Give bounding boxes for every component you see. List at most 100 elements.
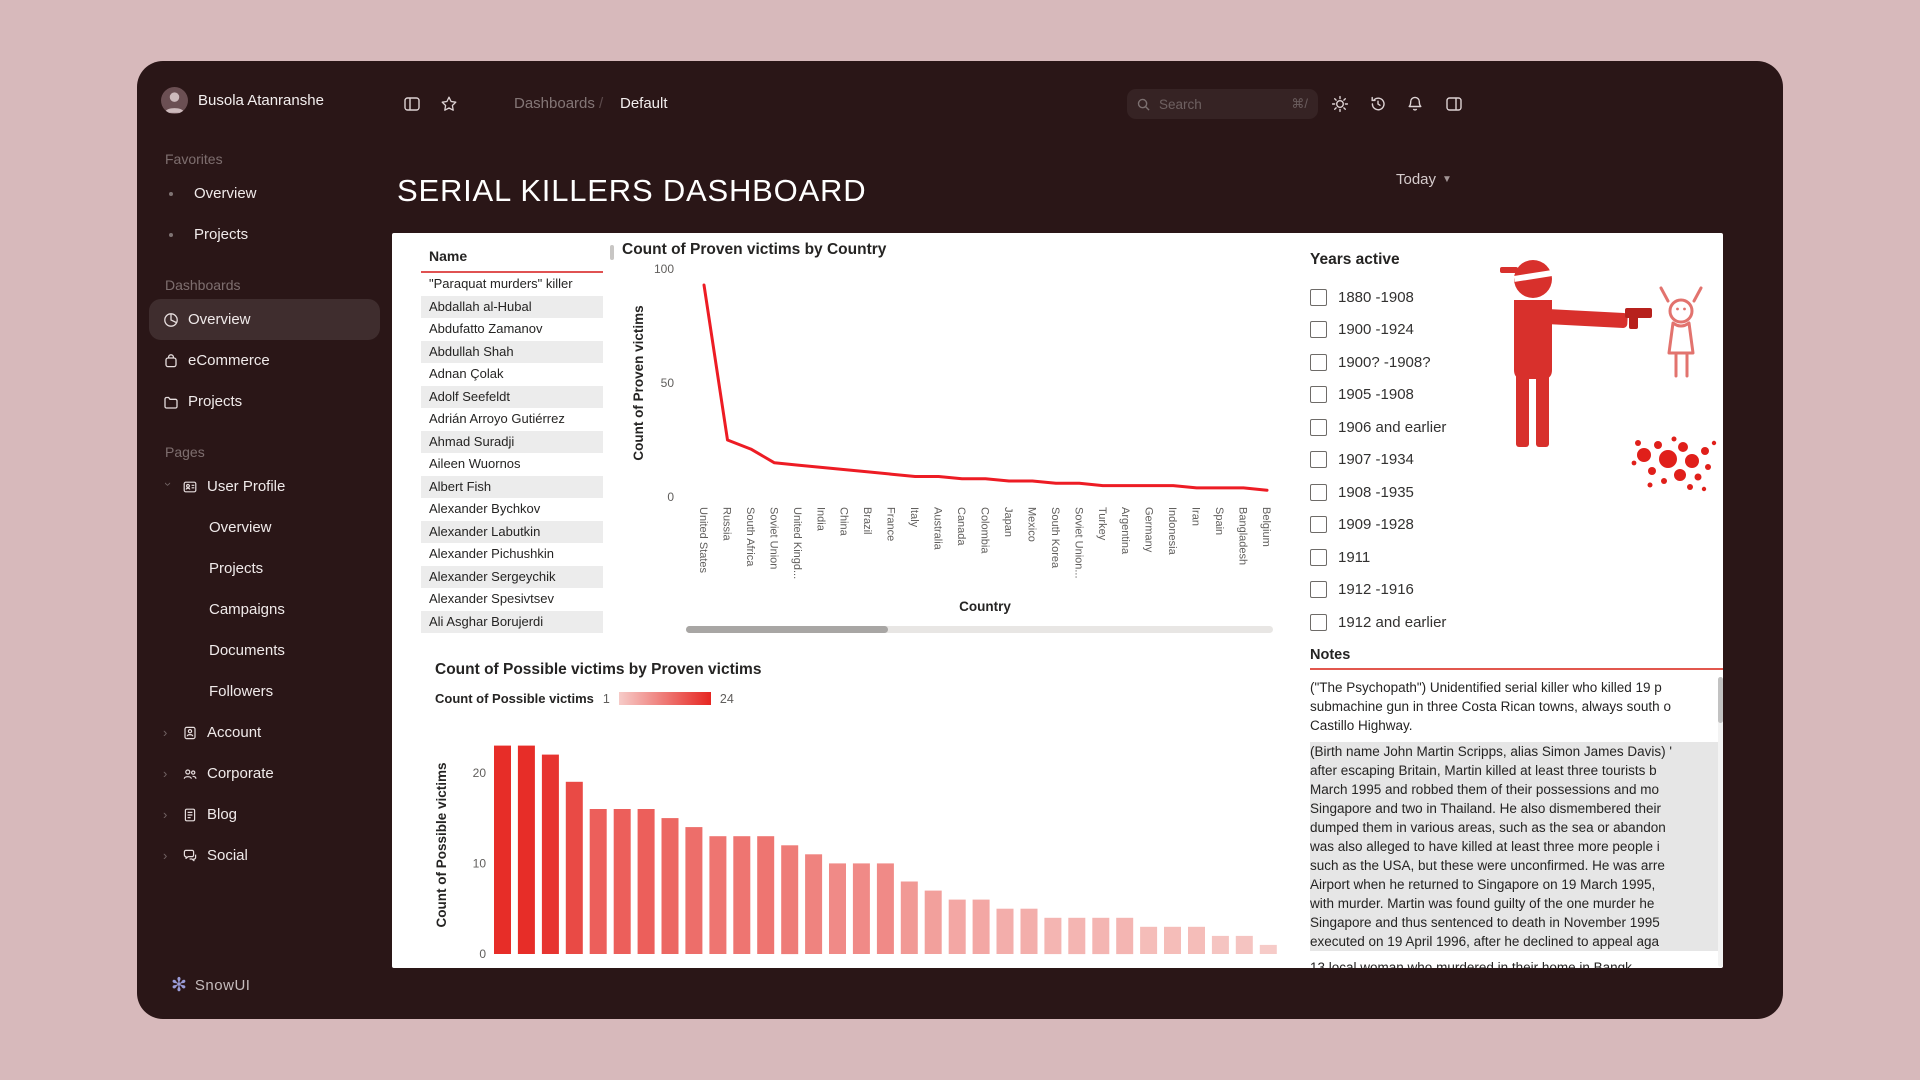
- checkbox-unchecked[interactable]: [1310, 451, 1327, 469]
- bar-chart[interactable]: 0 10 20: [452, 731, 1292, 968]
- pie-chart-icon: [163, 312, 179, 328]
- sidebar-item-account[interactable]: › Account: [149, 712, 380, 753]
- sidebar-item-blog[interactable]: › Blog: [149, 794, 380, 835]
- notes-paragraph: 13 local woman who murdered in their hom…: [1310, 958, 1723, 968]
- snowflake-icon: ✻: [171, 975, 187, 996]
- notes-line: March 1995 and robbed them of their poss…: [1310, 782, 1659, 797]
- legend-label: Count of Possible victims: [435, 691, 594, 706]
- name-list-row[interactable]: Alexander Sergeychik: [421, 565, 603, 588]
- year-option-1907-1934[interactable]: 1907 -1934: [1310, 444, 1530, 477]
- notes-line: executed on 19 April 1996, after he decl…: [1310, 934, 1660, 949]
- checkbox-unchecked[interactable]: [1310, 386, 1327, 404]
- year-option-1909-1928[interactable]: 1909 -1928: [1310, 509, 1530, 542]
- sidebar-item-social[interactable]: › Social: [149, 835, 380, 876]
- theme-toggle-icon[interactable]: [1331, 95, 1349, 113]
- notes-scrollbar[interactable]: [1718, 677, 1723, 967]
- sidebar-item-ecommerce[interactable]: eCommerce: [149, 340, 380, 381]
- scrollbar-thumb[interactable]: [686, 626, 888, 633]
- year-option-label: 1907 -1934: [1338, 451, 1414, 469]
- name-list-row[interactable]: Adnan Çolak: [429, 366, 504, 381]
- name-list-row[interactable]: Aileen Wuornos: [429, 456, 521, 471]
- svg-text:Indonesia: Indonesia: [1166, 507, 1178, 556]
- breadcrumb-page[interactable]: Default: [620, 95, 668, 112]
- sidebar-item-followers[interactable]: Followers: [149, 671, 380, 712]
- scrollbar-thumb[interactable]: [1718, 677, 1723, 723]
- checkbox-unchecked[interactable]: [1310, 516, 1327, 534]
- sidebar-item-projects[interactable]: Projects: [149, 214, 380, 255]
- chevron-right-icon: ›: [163, 847, 168, 863]
- checkbox-unchecked[interactable]: [1310, 548, 1327, 566]
- sidebar-item-documents[interactable]: Documents: [149, 630, 380, 671]
- sidebar-section-label: Dashboards: [165, 277, 241, 293]
- name-list-row[interactable]: Alexander Spesivtsev: [429, 591, 555, 606]
- notes-line: with murder. Martin was found guilty of …: [1310, 896, 1655, 911]
- year-option-1912-1916[interactable]: 1912 -1916: [1310, 574, 1530, 607]
- name-list-row[interactable]: Alexander Labutkin: [421, 520, 603, 543]
- notifications-bell-icon[interactable]: [1406, 95, 1424, 113]
- name-list-row[interactable]: Adrián Arroyo Gutiérrez: [429, 411, 565, 426]
- checkbox-unchecked[interactable]: [1310, 288, 1327, 306]
- year-option-1905-1908[interactable]: 1905 -1908: [1310, 379, 1530, 412]
- user-profile-chip[interactable]: Busola Atanranshe: [161, 87, 324, 114]
- svg-text:South Africa: South Africa: [744, 507, 756, 567]
- year-option-1900-1924[interactable]: 1900 -1924: [1310, 314, 1530, 347]
- history-icon[interactable]: [1369, 95, 1387, 113]
- star-icon[interactable]: [440, 95, 458, 113]
- sidebar-section: Pages › User Profile Overview Projects Campai…: [149, 438, 380, 876]
- name-list-row[interactable]: Ali Asghar Borujerdi: [421, 610, 603, 633]
- chat-icon: [182, 848, 198, 864]
- checkbox-unchecked[interactable]: [1310, 613, 1327, 631]
- year-option-label: 1911: [1338, 548, 1371, 566]
- bar-chart-title: Count of Possible victims by Proven vict…: [435, 661, 762, 678]
- sidebar-item-label: Projects: [194, 226, 249, 243]
- sidebar-toggle-icon[interactable]: [403, 95, 421, 113]
- line-chart-horizontal-scrollbar[interactable]: [686, 626, 1273, 633]
- sidebar-item-projects[interactable]: Projects: [149, 381, 380, 422]
- checkbox-unchecked[interactable]: [1310, 581, 1327, 599]
- sidebar-item-campaigns[interactable]: Campaigns: [149, 589, 380, 630]
- name-list-row[interactable]: Adolf Seefeldt: [421, 385, 603, 408]
- sidebar-item-projects[interactable]: Projects: [149, 548, 380, 589]
- name-list-row[interactable]: Alexander Bychkov: [429, 501, 541, 516]
- checkbox-unchecked[interactable]: [1310, 483, 1327, 501]
- year-option-1911[interactable]: 1911: [1310, 541, 1530, 574]
- search-box[interactable]: ⌘/: [1127, 89, 1318, 119]
- right-panel-toggle-icon[interactable]: [1445, 95, 1463, 113]
- sidebar-item-user-profile[interactable]: › User Profile: [149, 466, 380, 507]
- svg-text:Spain: Spain: [1213, 507, 1225, 535]
- sidebar-item-overview[interactable]: Overview: [149, 507, 380, 548]
- year-option-1906-and-earlier[interactable]: 1906 and earlier: [1310, 411, 1530, 444]
- name-list-row[interactable]: Abdullah Shah: [421, 340, 603, 363]
- checkbox-unchecked[interactable]: [1310, 353, 1327, 371]
- year-option-1900-1908-[interactable]: 1900? -1908?: [1310, 346, 1530, 379]
- year-option-1912-and-earlier[interactable]: 1912 and earlier: [1310, 606, 1530, 639]
- sidebar-item-label: Social: [207, 847, 248, 864]
- year-option-1880-1908[interactable]: 1880 -1908: [1310, 281, 1530, 314]
- name-list-row[interactable]: Ahmad Suradji: [421, 430, 603, 453]
- notes-line: 13 local woman who murdered in their hom…: [1310, 960, 1632, 968]
- notes-line: (Birth name John Martin Scripps, alias S…: [1310, 744, 1672, 759]
- sidebar-item-overview[interactable]: Overview: [149, 299, 380, 340]
- sidebar: Busola Atanranshe Favorites Overview Proje…: [137, 61, 392, 1019]
- name-list-row[interactable]: Abdufatto Zamanov: [429, 321, 543, 336]
- date-filter-dropdown[interactable]: Today ▼: [1396, 171, 1452, 188]
- name-list-row[interactable]: Abdallah al-Hubal: [421, 295, 603, 318]
- bar-chart-y-axis-title: Count of Possible victims: [434, 762, 449, 928]
- checkbox-unchecked[interactable]: [1310, 418, 1327, 436]
- notes-line: after escaping Britain, Martin killed at…: [1310, 763, 1657, 778]
- search-input[interactable]: [1157, 95, 1285, 113]
- breadcrumb-section[interactable]: Dashboards: [514, 95, 595, 112]
- svg-text:0: 0: [667, 490, 674, 504]
- name-list-row[interactable]: Alexander Pichushkin: [429, 546, 555, 561]
- name-list-row[interactable]: "Paraquat murders" killer: [429, 276, 573, 291]
- chevron-down-icon: ▼: [1442, 174, 1452, 185]
- name-list-row[interactable]: Albert Fish: [421, 475, 603, 498]
- sidebar-item-overview[interactable]: Overview: [149, 173, 380, 214]
- notes-textbox: Notes ("The Psychopath") Unidentified se…: [1310, 647, 1723, 968]
- scroll-indicator[interactable]: [610, 245, 614, 260]
- year-option-1908-1935[interactable]: 1908 -1935: [1310, 476, 1530, 509]
- checkbox-unchecked[interactable]: [1310, 321, 1327, 339]
- sidebar-item-corporate[interactable]: › Corporate: [149, 753, 380, 794]
- line-chart[interactable]: 0 50 100 United States Russia South Africa Sov…: [644, 261, 1284, 621]
- notes-line: submachine gun in three Costa Rican town…: [1310, 699, 1671, 714]
